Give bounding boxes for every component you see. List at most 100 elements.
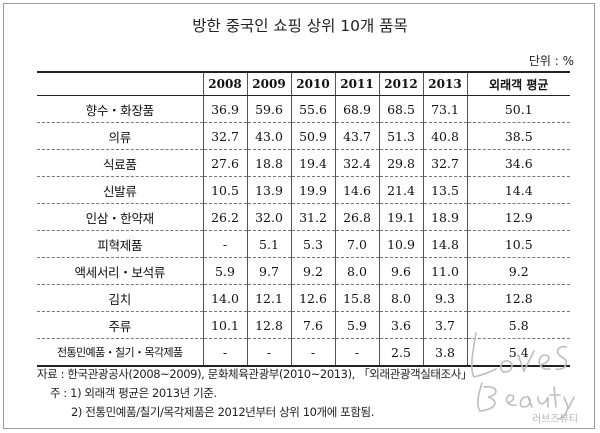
table-row: 의류 32.7 43.0 50.9 43.7 51.3 40.8 38.5: [37, 122, 570, 150]
table-row: 인삼・한약재 26.2 32.0 31.2 26.8 19.1 18.9 12.9: [37, 203, 570, 231]
cell-value: 50.9: [290, 122, 336, 150]
header-2013: 2013: [422, 71, 468, 96]
cell-value: 10.5: [466, 230, 570, 258]
cell-value: 12.8: [246, 311, 292, 339]
unit-label: 단위 : %: [528, 54, 574, 68]
cell-value: 9.7: [246, 257, 292, 285]
cell-value: 15.8: [334, 284, 380, 312]
cell-value: 73.1: [422, 95, 468, 123]
table-row: 신발류 10.5 13.9 19.9 14.6 21.4 13.5 14.4: [37, 176, 570, 204]
cell-value: 10.1: [202, 311, 248, 339]
row-category: 주류: [37, 311, 204, 339]
cell-value: 13.5: [422, 176, 468, 204]
table-row: 식료품 27.6 18.8 19.4 32.4 29.8 32.7 34.6: [37, 149, 570, 177]
cell-value: 12.1: [246, 284, 292, 312]
cell-value: 19.1: [378, 203, 424, 231]
cell-value: 7.6: [290, 311, 336, 339]
cell-value: 68.5: [378, 95, 424, 123]
cell-value: 19.9: [290, 176, 336, 204]
cell-value: 32.0: [246, 203, 292, 231]
cell-value: 26.8: [334, 203, 380, 231]
cell-value: 14.8: [422, 230, 468, 258]
cell-value: 32.4: [334, 149, 380, 177]
cell-value: 55.6: [290, 95, 336, 123]
cell-value: 9.6: [378, 257, 424, 285]
cell-value: 2.5: [378, 338, 424, 367]
watermark-korean: 러브즈뷰티: [532, 413, 578, 425]
cell-value: 10.5: [202, 176, 248, 204]
cell-value: -: [334, 338, 380, 367]
cell-value: 5.9: [202, 257, 248, 285]
cell-value: 27.6: [202, 149, 248, 177]
cell-value: 9.2: [466, 257, 570, 285]
row-category: 식료품: [37, 149, 204, 177]
cell-value: 34.6: [466, 149, 570, 177]
note-2: 2) 전통민예품/칠기/목각제품은 2012년부터 상위 10개에 포함됨.: [71, 405, 374, 419]
cell-value: 14.6: [334, 176, 380, 204]
cell-value: 21.4: [378, 176, 424, 204]
cell-value: 3.7: [422, 311, 468, 339]
cell-value: 32.7: [422, 149, 468, 177]
cell-value: 8.0: [378, 284, 424, 312]
source-note: 자료 : 한국관광공사(2008~2009), 문화체육관광부(2010~201…: [37, 367, 473, 381]
cell-value: 11.0: [422, 257, 468, 285]
row-category: 피혁제품: [37, 230, 204, 258]
cell-value: 5.4: [466, 338, 570, 367]
cell-value: 12.9: [466, 203, 570, 231]
cell-value: 19.4: [290, 149, 336, 177]
cell-value: 5.8: [466, 311, 570, 339]
header-2012: 2012: [378, 71, 424, 96]
shopping-table: 2008 2009 2010 2011 2012 2013 외래객 평균 향수・…: [37, 71, 570, 367]
cell-value: 14.4: [466, 176, 570, 204]
row-category: 인삼・한약재: [37, 203, 204, 231]
cell-value: 12.8: [466, 284, 570, 312]
header-2010: 2010: [290, 71, 336, 96]
cell-value: 40.8: [422, 122, 468, 150]
cell-value: 36.9: [202, 95, 248, 123]
header-2009: 2009: [246, 71, 292, 96]
cell-value: 68.9: [334, 95, 380, 123]
table-row: 전통민예품・칠기・목각제품 - - - -2.5 3.8 5.4: [37, 338, 570, 367]
table-row: 향수・화장품 36.9 59.6 55.6 68.9 68.5 73.1 50.1: [37, 95, 570, 123]
cell-value: 3.6: [378, 311, 424, 339]
cell-value: 5.9: [334, 311, 380, 339]
table-row: 주류 10.1 12.8 7.6 5.9 3.6 3.7 5.8: [37, 311, 570, 339]
cell-value: 9.2: [290, 257, 336, 285]
row-category: 향수・화장품: [37, 95, 204, 123]
cell-value: 12.6: [290, 284, 336, 312]
row-category: 김치: [37, 284, 204, 312]
cell-value: 31.2: [290, 203, 336, 231]
cell-value: -: [202, 338, 248, 367]
watermark-logo: 러브즈뷰티: [471, 332, 578, 425]
header-2011: 2011: [334, 71, 380, 96]
table-row: 피혁제품 -5.1 5.3 7.0 10.9 14.8 10.5: [37, 230, 570, 258]
cell-value: 18.9: [422, 203, 468, 231]
page-frame: [3, 3, 595, 429]
cell-value: 59.6: [246, 95, 292, 123]
header-row: 2008 2009 2010 2011 2012 2013 외래객 평균: [37, 71, 570, 96]
note-1: 주 : 1) 외래객 평균은 2013년 기준.: [50, 386, 217, 400]
cell-value: 13.9: [246, 176, 292, 204]
header-2008: 2008: [202, 71, 248, 96]
cell-value: 29.8: [378, 149, 424, 177]
cell-value: 50.1: [466, 95, 570, 123]
cell-value: 5.1: [246, 230, 292, 258]
cell-value: -: [290, 338, 336, 367]
table-row: 김치 14.0 12.1 12.6 15.8 8.0 9.3 12.8: [37, 284, 570, 312]
cell-value: 14.0: [202, 284, 248, 312]
cell-value: 3.8: [422, 338, 468, 367]
cell-value: 18.8: [246, 149, 292, 177]
cell-value: 32.7: [202, 122, 248, 150]
cell-value: 7.0: [334, 230, 380, 258]
cell-value: 8.0: [334, 257, 380, 285]
cell-value: -: [246, 338, 292, 367]
table-title: 방한 중국인 쇼핑 상위 10개 품목: [192, 17, 408, 35]
cell-value: 26.2: [202, 203, 248, 231]
footnotes: 자료 : 한국관광공사(2008~2009), 문화체육관광부(2010~201…: [37, 365, 472, 422]
row-category: 전통민예품・칠기・목각제품: [37, 338, 204, 367]
cell-value: 38.5: [466, 122, 570, 150]
header-corner: [37, 71, 204, 96]
cell-value: 43.7: [334, 122, 380, 150]
cell-value: 51.3: [378, 122, 424, 150]
cell-value: 5.3: [290, 230, 336, 258]
